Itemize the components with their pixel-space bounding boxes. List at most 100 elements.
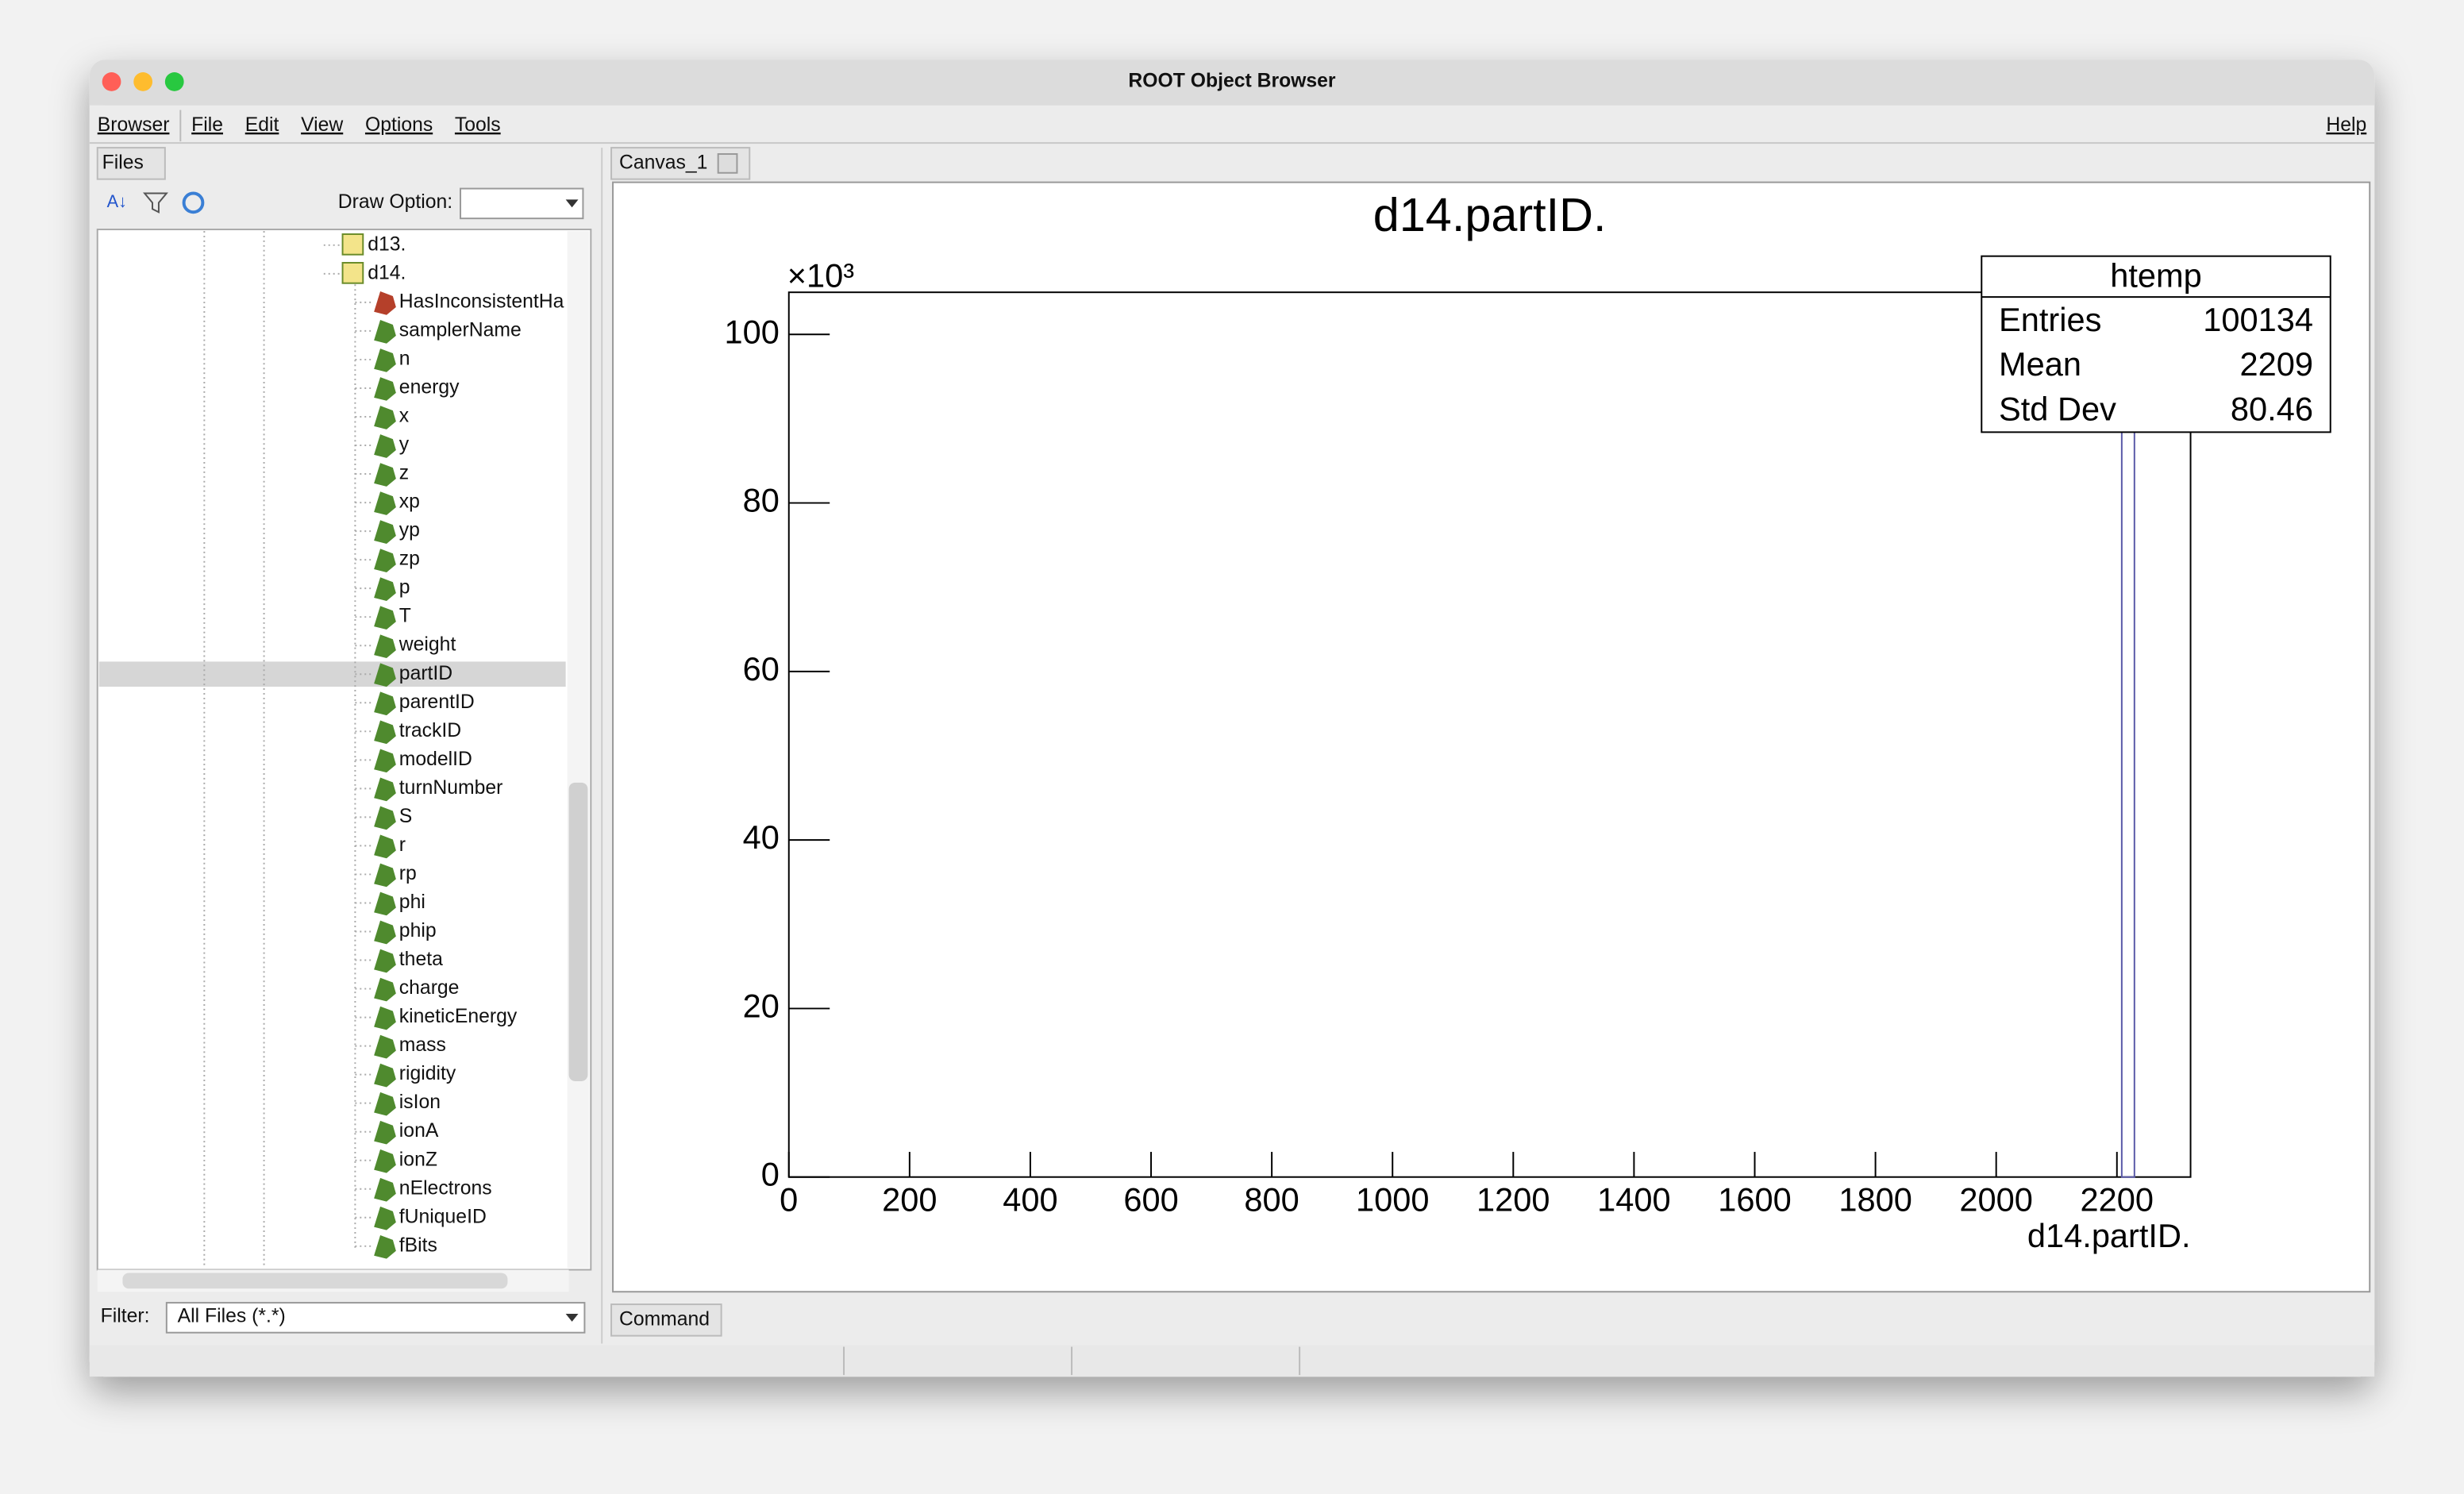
tree-item[interactable]: S xyxy=(399,806,413,827)
tree-item[interactable]: z xyxy=(399,463,409,484)
tree-item[interactable]: zp xyxy=(399,549,420,570)
x-tick-label: 2200 xyxy=(2081,1180,2154,1218)
minimize-button[interactable] xyxy=(133,72,153,91)
leaf-icon xyxy=(374,463,396,487)
tree-item[interactable]: phip xyxy=(399,920,437,941)
leaf-icon xyxy=(374,320,396,344)
x-tick-label: 200 xyxy=(882,1180,937,1218)
leaf-icon xyxy=(374,520,396,544)
tree-item[interactable]: HasInconsistentHa xyxy=(399,291,564,312)
leaf-icon xyxy=(374,777,396,802)
x-tick-label: 2000 xyxy=(1959,1180,2032,1218)
tree-item[interactable]: weight xyxy=(398,634,456,656)
window-title: ROOT Object Browser xyxy=(1128,70,1336,91)
tree-item[interactable]: nElectrons xyxy=(399,1177,492,1199)
h-scroll-thumb[interactable] xyxy=(122,1273,508,1289)
tree-item[interactable]: n xyxy=(399,348,410,369)
tree-item[interactable]: y xyxy=(399,434,410,456)
x-tick-label: 1800 xyxy=(1838,1180,1912,1218)
combo-arrow xyxy=(565,1313,579,1322)
leaf-icon xyxy=(374,663,396,687)
menu-item[interactable]: Options xyxy=(365,114,433,136)
branch-icon xyxy=(341,233,364,256)
stats-value: 80.46 xyxy=(2231,391,2313,428)
leaf-icon xyxy=(374,863,396,888)
tab-close[interactable] xyxy=(717,153,738,174)
leaf-icon xyxy=(374,691,396,716)
tree-item[interactable]: turnNumber xyxy=(399,777,503,799)
files-tab[interactable] xyxy=(96,147,166,180)
v-scrollbar[interactable] xyxy=(567,231,590,1269)
leaf-icon xyxy=(374,377,396,401)
leaf-icon xyxy=(374,834,396,859)
filter-icon[interactable] xyxy=(143,192,168,214)
tree-item[interactable]: charge xyxy=(399,977,460,999)
tree-item[interactable]: d14. xyxy=(368,262,406,283)
tree-item[interactable]: parentID xyxy=(399,691,475,713)
x-axis-label: d14.partID. xyxy=(2027,1217,2191,1254)
close-button[interactable] xyxy=(102,72,121,91)
tree-item[interactable]: r xyxy=(399,834,406,856)
command-tab[interactable] xyxy=(610,1303,722,1337)
tree-item[interactable]: p xyxy=(399,577,410,599)
stats-value: 100134 xyxy=(2203,301,2313,338)
tree-item[interactable]: mass xyxy=(399,1034,446,1056)
menu-help[interactable]: Help xyxy=(2326,114,2366,136)
tree-item[interactable]: rp xyxy=(399,863,417,884)
tree-item[interactable]: ionZ xyxy=(399,1149,437,1170)
canvas-tab-label: Canvas_1 xyxy=(619,152,707,173)
menu-item[interactable]: File xyxy=(191,114,223,136)
y-tick-label: 40 xyxy=(743,818,780,856)
tree-item[interactable]: fBits xyxy=(399,1234,437,1256)
tree-item[interactable]: samplerName xyxy=(399,319,522,341)
tree-item[interactable]: yp xyxy=(399,520,420,541)
tree-item[interactable]: rigidity xyxy=(399,1063,456,1084)
menu-item[interactable]: View xyxy=(301,114,343,136)
tree-item[interactable]: xp xyxy=(399,491,420,513)
tree-item[interactable]: energy xyxy=(399,376,460,398)
x-tick-label: 0 xyxy=(780,1180,798,1218)
filter-combo[interactable] xyxy=(165,1302,586,1334)
tree-item[interactable]: T xyxy=(399,606,411,627)
y-tick-label: 60 xyxy=(743,650,780,687)
menu-item[interactable]: Tools xyxy=(455,114,501,136)
status-bar xyxy=(89,1345,2375,1377)
tree-item[interactable]: modelID xyxy=(399,749,472,770)
tree-item[interactable]: x xyxy=(399,406,410,427)
tree-item[interactable]: ionA xyxy=(399,1120,439,1142)
tree-selection xyxy=(98,661,566,687)
leaf-icon xyxy=(374,1234,396,1259)
leaf-icon xyxy=(374,549,396,572)
tree-item[interactable]: theta xyxy=(399,949,443,970)
menu-item[interactable]: Edit xyxy=(245,114,279,136)
tree-item[interactable]: phi xyxy=(399,891,425,913)
leaf-icon xyxy=(374,806,396,830)
leaf-icon xyxy=(374,1120,396,1145)
tree-item[interactable]: d13. xyxy=(368,233,406,255)
y-tick-label: 0 xyxy=(761,1156,780,1193)
branch-icon xyxy=(341,261,364,284)
tree-item[interactable]: trackID xyxy=(399,720,461,741)
y-tick-label: 20 xyxy=(743,987,780,1024)
tree-item[interactable]: fUniqueID xyxy=(399,1206,487,1227)
menu-item[interactable]: Browser xyxy=(98,114,170,136)
leaf-icon xyxy=(374,1006,396,1030)
tree-item[interactable]: partID xyxy=(399,663,452,684)
leaf-icon xyxy=(374,977,396,1002)
draw-option-combo[interactable] xyxy=(460,187,584,220)
leaf-icon xyxy=(374,891,396,916)
leaf-icon xyxy=(374,491,396,515)
y-tick-label: 100 xyxy=(725,313,780,350)
zoom-button[interactable] xyxy=(164,72,184,91)
tree-item[interactable]: kineticEnergy xyxy=(399,1006,518,1027)
v-scroll-thumb[interactable] xyxy=(568,782,588,1081)
sort-icon[interactable]: A↓ xyxy=(107,191,127,211)
chart-title: d14.partID. xyxy=(1373,188,1607,241)
leaf-icon xyxy=(374,1206,396,1230)
x-tick-label: 1200 xyxy=(1476,1180,1550,1218)
refresh-icon[interactable] xyxy=(182,191,205,214)
leaf-icon xyxy=(374,1149,396,1173)
leaf-icon xyxy=(374,949,396,973)
tree-item[interactable]: isIon xyxy=(399,1092,441,1113)
